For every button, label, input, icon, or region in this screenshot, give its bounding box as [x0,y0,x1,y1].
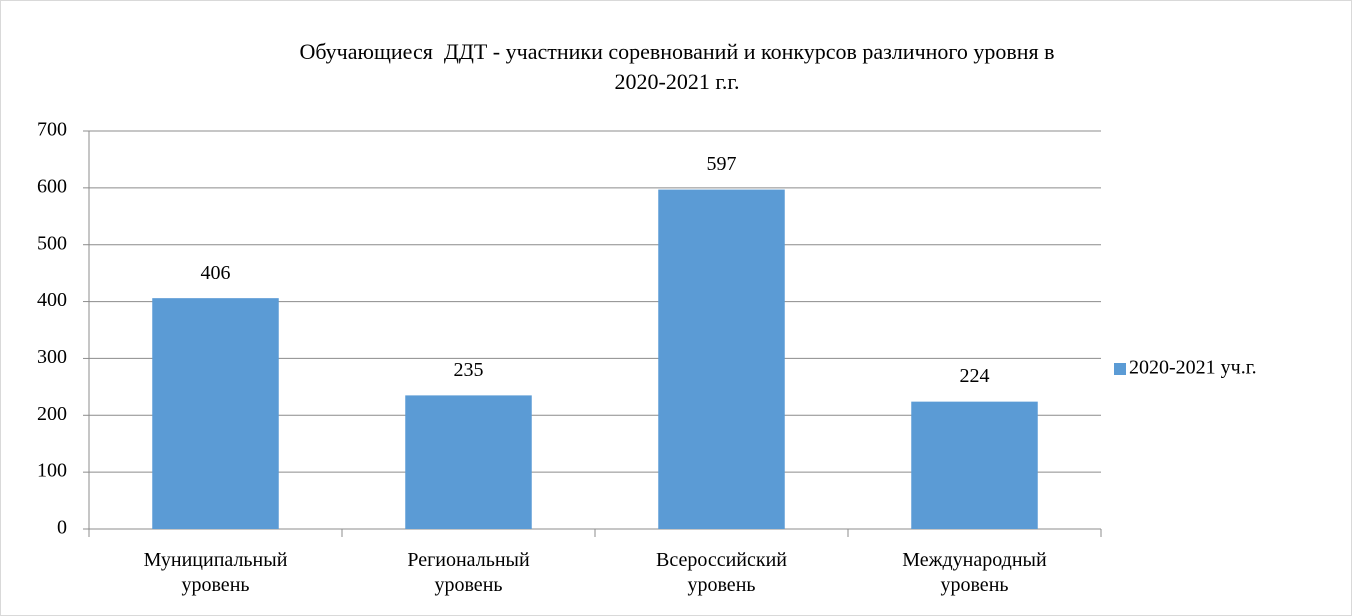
data-label: 406 [201,262,231,284]
x-tick-label: Международный уровень [902,549,1047,596]
x-tick-label: Муниципальный уровень [143,549,288,596]
chart-title: 2020-2021 г.г. [614,69,740,94]
y-tick-label: 100 [37,460,67,482]
y-tick-label: 600 [37,175,67,197]
y-tick-label: 0 [57,517,67,539]
y-tick-label: 400 [37,289,67,311]
data-label: 597 [707,153,737,175]
chart-title: Обучающиеся ДДТ - участники соревнований… [299,39,1055,64]
data-label: 235 [454,359,484,381]
y-tick-label: 500 [37,232,67,254]
bar [152,298,279,529]
bar [658,189,785,529]
bar [405,395,532,529]
legend-label: 2020-2021 уч.г. [1129,357,1257,379]
x-tick-label: Всероссийский уровень [656,549,787,596]
y-tick-label: 200 [37,403,67,425]
bar [911,401,1038,529]
y-tick-label: 700 [37,119,67,141]
x-tick-label: Региональный уровень [407,549,530,596]
data-label: 224 [960,365,990,387]
y-tick-label: 300 [37,346,67,368]
legend-swatch [1114,363,1126,375]
